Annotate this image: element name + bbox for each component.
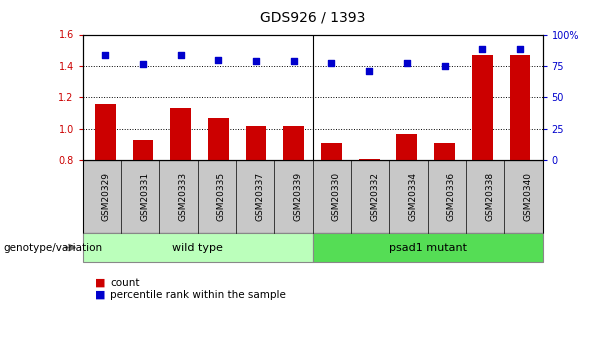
Text: ■: ■: [95, 290, 105, 300]
Bar: [509, 55, 530, 160]
Point: [327, 60, 337, 66]
Text: wild type: wild type: [172, 243, 223, 253]
Bar: [434, 143, 455, 160]
Bar: [321, 143, 342, 160]
Bar: [246, 126, 267, 160]
Text: GSM20337: GSM20337: [255, 172, 264, 221]
Bar: [170, 108, 191, 160]
Bar: [95, 104, 116, 160]
Text: ■: ■: [95, 278, 105, 288]
Text: count: count: [110, 278, 140, 288]
Text: GSM20330: GSM20330: [332, 172, 341, 221]
Bar: [208, 118, 229, 160]
Text: GSM20340: GSM20340: [524, 172, 532, 221]
Point: [402, 60, 412, 66]
Bar: [359, 159, 379, 160]
Point: [440, 63, 449, 69]
Text: GDS926 / 1393: GDS926 / 1393: [260, 10, 365, 24]
Text: GSM20332: GSM20332: [370, 172, 379, 221]
Bar: [283, 126, 304, 160]
Bar: [472, 55, 493, 160]
Point: [478, 46, 487, 51]
Point: [101, 52, 110, 58]
Text: GSM20336: GSM20336: [447, 172, 455, 221]
Text: GSM20329: GSM20329: [102, 172, 111, 221]
Point: [289, 59, 299, 64]
Point: [213, 57, 223, 62]
Text: GSM20335: GSM20335: [217, 172, 226, 221]
Point: [364, 68, 374, 73]
Text: GSM20338: GSM20338: [485, 172, 494, 221]
Text: GSM20339: GSM20339: [294, 172, 302, 221]
Point: [251, 59, 261, 64]
Text: GSM20334: GSM20334: [408, 172, 417, 221]
Text: GSM20331: GSM20331: [140, 172, 149, 221]
Point: [176, 52, 186, 58]
Text: genotype/variation: genotype/variation: [3, 243, 102, 253]
Text: psad1 mutant: psad1 mutant: [389, 243, 466, 253]
Point: [515, 46, 525, 51]
Bar: [397, 134, 417, 160]
Text: percentile rank within the sample: percentile rank within the sample: [110, 290, 286, 300]
Bar: [132, 140, 153, 160]
Point: [138, 62, 148, 67]
Text: GSM20333: GSM20333: [178, 172, 188, 221]
